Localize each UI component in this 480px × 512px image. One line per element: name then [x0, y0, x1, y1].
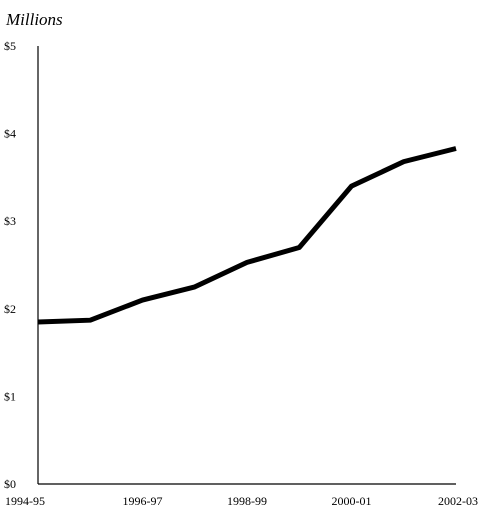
- x-tick-label: 1994-95: [5, 494, 45, 508]
- y-tick-label: $0: [4, 477, 16, 491]
- x-tick-label: 2002-03: [438, 494, 478, 508]
- series-line: [37, 146, 457, 325]
- series-group: [37, 146, 457, 325]
- x-tick-label: 2000-01: [332, 494, 372, 508]
- y-tick-label: $4: [4, 127, 16, 141]
- unit-label: Millions: [5, 10, 63, 29]
- y-tick-label: $3: [4, 214, 16, 228]
- x-tick-label: 1998-99: [227, 494, 267, 508]
- y-axis: $0 $1 $2 $3 $4 $5: [4, 39, 39, 491]
- y-tick-label: $2: [4, 302, 16, 316]
- y-tick-label: $5: [4, 39, 16, 53]
- x-tick-label: 1996-97: [123, 494, 163, 508]
- x-axis: 1994-95 1996-97 1998-99 2000-01 2002-03: [5, 483, 478, 508]
- y-tick-label: $1: [4, 389, 16, 403]
